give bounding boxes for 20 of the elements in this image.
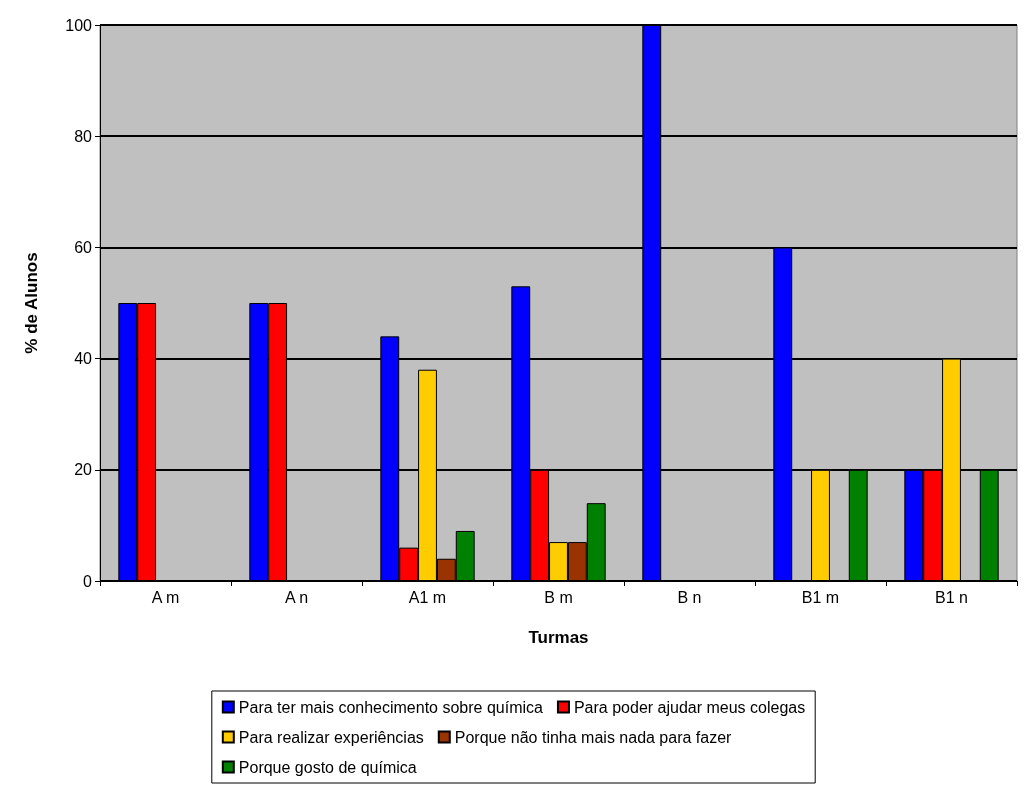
- x-axis-title: Turmas: [528, 628, 589, 647]
- y-tick-label: 0: [83, 572, 93, 590]
- legend-label: Para poder ajudar meus colegas: [573, 698, 806, 716]
- y-axis-title: % de Alunos: [22, 252, 41, 354]
- y-tick-label: 60: [74, 238, 93, 256]
- x-tick-label: B m: [544, 588, 573, 606]
- legend-label: Porque gosto de química: [238, 758, 417, 776]
- legend-label: Para realizar experiências: [238, 728, 424, 746]
- legend-label: Porque não tinha mais nada para fazer: [454, 728, 733, 746]
- y-tick-label: 40: [74, 350, 93, 368]
- x-tick-label: B1 m: [801, 588, 840, 606]
- y-tick-label: 100: [65, 16, 93, 34]
- x-tick-label: B n: [677, 588, 702, 606]
- legend-label: Para ter mais conhecimento sobre química: [238, 698, 544, 716]
- x-tick-label: B1 n: [935, 588, 968, 606]
- x-tick-label: A1 m: [408, 588, 447, 606]
- x-tick-label: A m: [151, 588, 180, 606]
- y-tick-label: 80: [74, 127, 93, 145]
- x-tick-label: A n: [284, 588, 309, 606]
- y-tick-label: 20: [74, 461, 93, 479]
